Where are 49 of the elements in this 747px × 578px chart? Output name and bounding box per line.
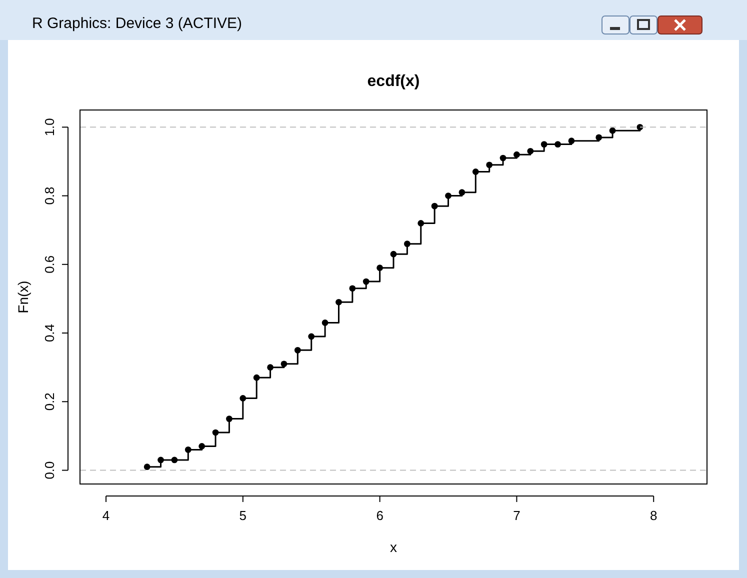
y-tick-label: 0.8 bbox=[42, 186, 57, 205]
point bbox=[212, 429, 219, 436]
y-axis-title: Fn(x) bbox=[15, 280, 31, 314]
point bbox=[158, 456, 164, 464]
x-axis-title: x bbox=[390, 539, 397, 555]
point bbox=[445, 192, 452, 199]
point bbox=[390, 250, 397, 258]
point bbox=[336, 298, 342, 306]
x-tick-label: 8 bbox=[650, 508, 658, 523]
x-tick-label: 6 bbox=[376, 508, 384, 523]
point bbox=[171, 456, 178, 464]
point bbox=[609, 127, 616, 134]
point bbox=[527, 148, 534, 154]
point bbox=[144, 464, 150, 470]
point bbox=[198, 443, 206, 450]
x-tick-label: 5 bbox=[239, 508, 247, 523]
point bbox=[184, 446, 192, 453]
y-tick-label: 0.2 bbox=[42, 392, 57, 411]
point bbox=[540, 141, 548, 148]
point bbox=[500, 154, 506, 162]
point bbox=[308, 333, 315, 340]
point bbox=[486, 162, 493, 168]
y-tick-label: 1.0 bbox=[42, 118, 57, 136]
point bbox=[458, 189, 466, 196]
point bbox=[280, 360, 288, 368]
point bbox=[568, 138, 575, 144]
point bbox=[253, 374, 260, 381]
text: R Graphics: Device 3 (ACTIVE) bbox=[32, 15, 242, 32]
point bbox=[596, 134, 602, 141]
point bbox=[362, 278, 370, 285]
point bbox=[554, 141, 561, 148]
point bbox=[376, 264, 384, 272]
point bbox=[322, 320, 328, 326]
y-tick-label: 0.6 bbox=[42, 255, 57, 274]
point bbox=[514, 151, 520, 158]
y-tick-label: 0.4 bbox=[42, 324, 57, 342]
point bbox=[349, 285, 356, 292]
point bbox=[431, 202, 438, 210]
point bbox=[267, 364, 274, 371]
point bbox=[240, 395, 246, 402]
point bbox=[294, 346, 301, 354]
point bbox=[404, 240, 410, 248]
point bbox=[226, 416, 232, 422]
x-tick-label: 4 bbox=[102, 508, 110, 523]
point bbox=[472, 168, 479, 175]
y-tick-label: 0.0 bbox=[42, 461, 57, 480]
x-tick-label: 7 bbox=[513, 508, 520, 523]
point bbox=[418, 220, 424, 226]
chart-title: ecdf(x) bbox=[367, 73, 420, 90]
